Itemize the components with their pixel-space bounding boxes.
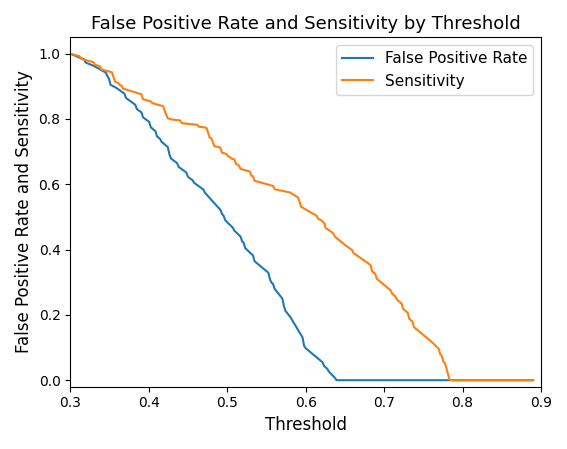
Y-axis label: False Positive Rate and Sensitivity: False Positive Rate and Sensitivity [15, 70, 33, 353]
Sensitivity [350, 251, 357, 256]
Line: Sensitivity: Sensitivity [70, 54, 533, 380]
X-axis label: Threshold: Threshold [265, 416, 346, 434]
Line: False Positive Rate: False Positive Rate [70, 54, 533, 380]
False Positive Rate [488, 378, 495, 383]
False Positive Rate [69, 52, 75, 57]
False Positive Rate [530, 378, 536, 383]
Sensitivity [448, 378, 455, 383]
Sensitivity [342, 243, 349, 248]
False Positive Rate [342, 378, 349, 383]
False Positive Rate [67, 51, 74, 57]
Legend: False Positive Rate, Sensitivity: False Positive Rate, Sensitivity [336, 45, 534, 95]
False Positive Rate [459, 378, 466, 383]
Sensitivity [67, 51, 74, 57]
False Positive Rate [344, 378, 351, 383]
False Positive Rate [352, 378, 358, 383]
False Positive Rate [333, 378, 340, 383]
Sensitivity [459, 378, 466, 383]
Sensitivity [488, 378, 495, 383]
Sensitivity [69, 51, 75, 57]
Title: False Positive Rate and Sensitivity by Threshold: False Positive Rate and Sensitivity by T… [91, 15, 521, 33]
Sensitivity [530, 378, 536, 383]
Sensitivity [341, 242, 348, 247]
